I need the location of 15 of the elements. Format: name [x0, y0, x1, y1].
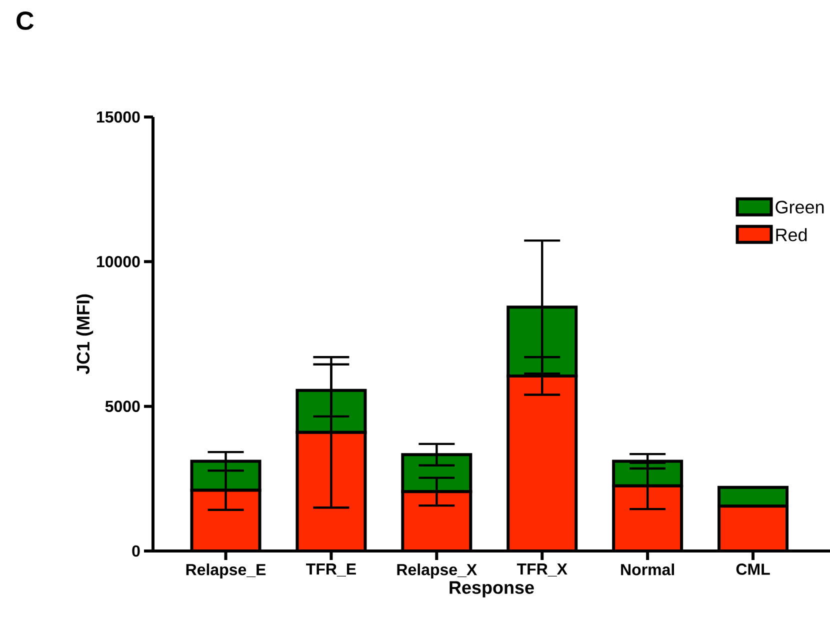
legend-label: Green	[776, 200, 824, 214]
x-axis-title: Response	[450, 581, 534, 598]
y-tick-label: 0	[132, 545, 140, 557]
x-tick-label: TFR_E	[306, 564, 356, 577]
y-tick-label: 5000	[105, 400, 140, 412]
y-tick-label: 10000	[96, 256, 140, 268]
x-tick-label: TFR_X	[516, 564, 568, 577]
x-tick-label: Relapse_X	[397, 564, 477, 578]
x-tick-label: Relapse_E	[186, 564, 266, 578]
y-tick-label: 15000	[96, 111, 140, 123]
legend-label: Red	[776, 228, 807, 242]
x-tick-label: Normal	[621, 564, 674, 576]
y-axis-title: JC1 (MFI)	[76, 294, 94, 374]
chart-title: C	[16, 12, 34, 30]
x-tick-label: CML	[736, 564, 770, 575]
